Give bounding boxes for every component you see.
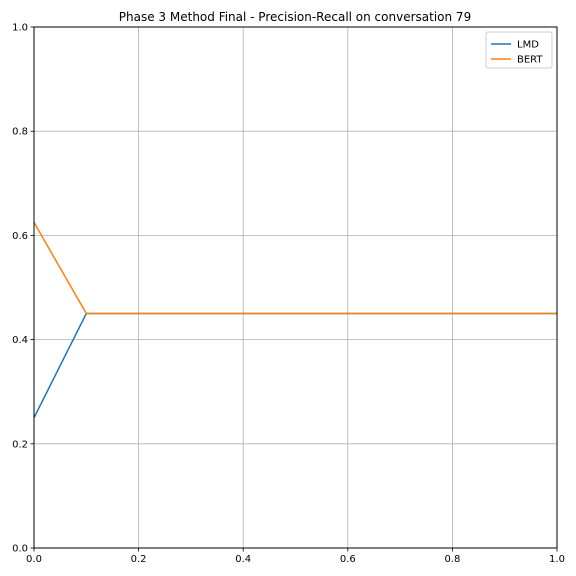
x-tick-label: 0.4 [235, 554, 251, 565]
legend-label-bert: BERT [517, 55, 543, 66]
x-tick-label: 0.6 [340, 554, 356, 565]
y-tick-label: 0.0 [12, 544, 28, 555]
series-lines [33, 222, 557, 419]
x-tick-label: 0.2 [131, 554, 147, 565]
y-tick-label: 0.4 [12, 335, 28, 346]
legend-label-lmd: LMD [517, 40, 539, 51]
x-tick-label: 0.8 [444, 554, 460, 565]
axes-frame [33, 26, 558, 549]
x-tick-label: 1.0 [549, 554, 565, 565]
y-tick-label: 0.8 [12, 127, 28, 138]
y-tick-label: 1.0 [12, 23, 28, 34]
series-line-bert [33, 222, 557, 315]
x-tick-label: 0.0 [26, 554, 42, 565]
axis-ticks: 0.0 0.2 0.4 0.6 0.8 1.0 0.0 0.2 0.4 0.6 0.8 1.0 [12, 23, 565, 566]
y-tick-label: 0.6 [12, 231, 28, 242]
legend: LMD BERT [485, 31, 553, 69]
y-tick-label: 0.2 [12, 439, 28, 450]
chart-title: Phase 3 Method Final - Precision-Recall … [119, 10, 471, 24]
